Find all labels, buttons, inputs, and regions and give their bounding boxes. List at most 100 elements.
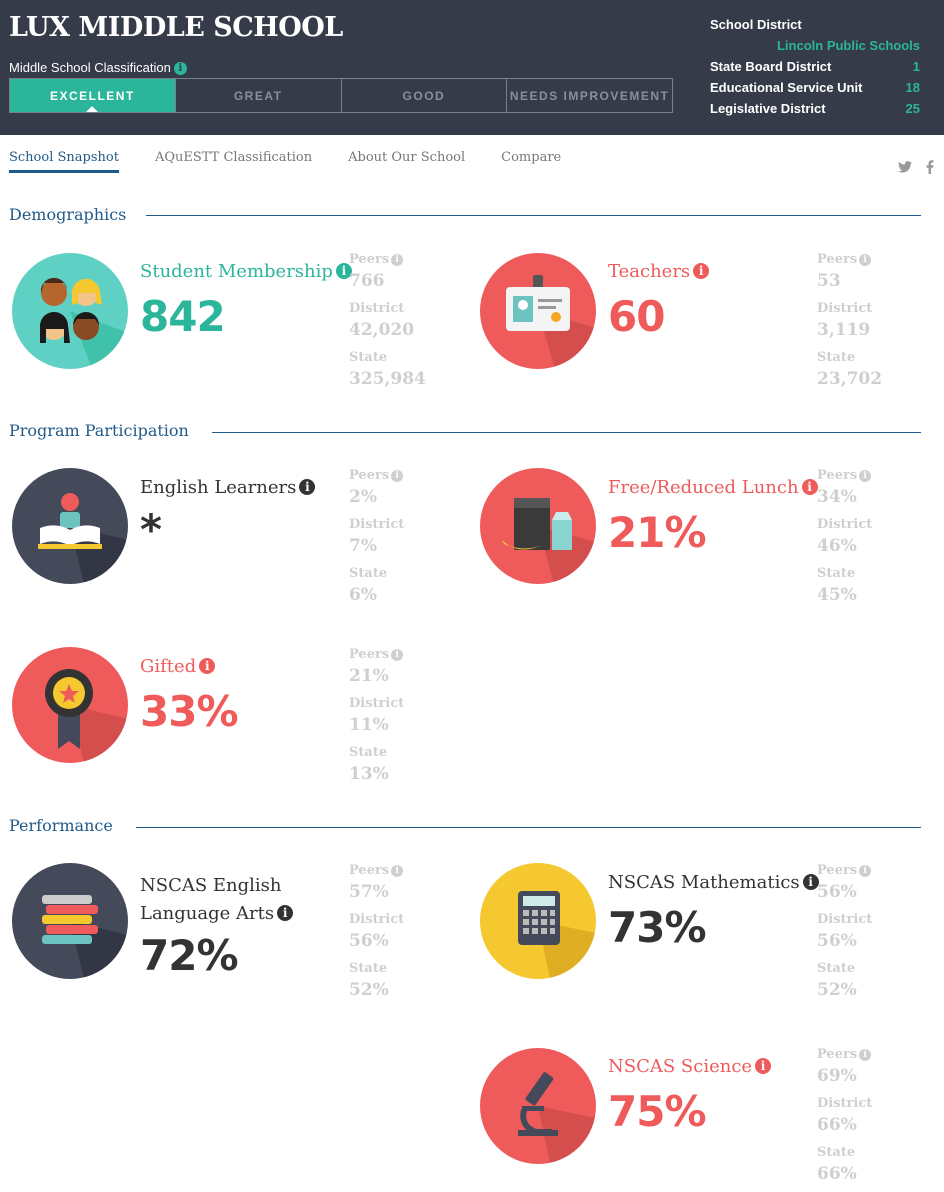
info-icon[interactable]: i: [859, 1049, 872, 1061]
info-icon[interactable]: i: [391, 865, 404, 877]
stat-label-student-membership: Student Membership i: [140, 261, 352, 282]
peers-value: 57%: [349, 882, 389, 902]
school-header: LUX MIDDLE SCHOOL Middle School Classifi…: [0, 0, 944, 135]
stat-value-english-learners: *: [140, 505, 162, 554]
legislative-value: 25: [905, 101, 920, 116]
info-icon[interactable]: i: [173, 62, 187, 75]
lunch-bag-icon: [480, 468, 596, 584]
district-label: District: [817, 517, 873, 532]
stat-value-gifted: 33%: [140, 687, 239, 736]
comparison-student-membership: Peers i 766 District 42,020 State 325,984: [349, 252, 426, 399]
info-icon[interactable]: i: [199, 658, 216, 674]
social-links: [898, 160, 934, 177]
info-icon[interactable]: i: [335, 263, 352, 279]
tab-nav: School Snapshot AQuESTT Classification A…: [9, 150, 561, 173]
state-label: State: [817, 566, 856, 581]
stat-value-free-reduced-lunch: 21%: [608, 508, 707, 557]
stat-label-text: Gifted: [140, 656, 197, 677]
state-label: State: [349, 566, 388, 581]
tab-school-snapshot[interactable]: School Snapshot: [9, 150, 119, 173]
info-icon[interactable]: i: [693, 263, 710, 279]
tab-about-our-school[interactable]: About Our School: [348, 150, 466, 165]
peers-label: Peers: [349, 252, 390, 267]
state-label: State: [817, 961, 856, 976]
rating-excellent: EXCELLENT: [10, 79, 176, 112]
info-icon[interactable]: i: [859, 865, 872, 877]
stat-label-nscas-ela: NSCAS English Language Arts i: [140, 872, 294, 928]
students-icon: [12, 253, 128, 369]
section-divider: [136, 827, 921, 828]
stat-label-text: Student Membership: [140, 261, 333, 282]
info-icon[interactable]: i: [802, 874, 819, 890]
stat-label-english-learners: English Learners i: [140, 477, 316, 498]
comparison-nscas-mathematics: Peers i 56% District 56% State 52%: [817, 863, 872, 1010]
rating-great: GREAT: [176, 79, 342, 112]
school-district-label: School District: [710, 17, 802, 32]
district-value: 56%: [349, 931, 389, 951]
microscope-icon: [480, 1048, 596, 1164]
comparison-english-learners: Peers i 2% District 7% State 6%: [349, 468, 404, 615]
facebook-icon[interactable]: [926, 160, 934, 177]
peers-value: 2%: [349, 487, 377, 507]
info-icon[interactable]: i: [801, 479, 818, 495]
district-value: 7%: [349, 536, 377, 556]
stat-value-nscas-science: 75%: [608, 1087, 707, 1136]
peers-value: 53: [817, 271, 841, 291]
reader-book-icon: [12, 468, 128, 584]
peers-label: Peers: [349, 647, 390, 662]
classification-label: Middle School Classification i: [9, 60, 187, 75]
school-district-link[interactable]: Lincoln Public Schools: [776, 38, 920, 53]
stat-label-gifted: Gifted i: [140, 656, 216, 677]
peers-value: 69%: [817, 1066, 857, 1086]
classification-rating-bar: EXCELLENT GREAT GOOD NEEDS IMPROVEMENT: [9, 78, 673, 113]
info-icon[interactable]: i: [391, 470, 404, 482]
books-stack-icon: [12, 863, 128, 979]
info-icon[interactable]: i: [299, 479, 316, 495]
info-icon[interactable]: i: [391, 649, 404, 661]
stat-label-text: Teachers: [608, 261, 691, 282]
peers-label: Peers: [817, 468, 858, 483]
state-value: 13%: [349, 764, 389, 784]
section-title-program-participation: Program Participation: [9, 421, 189, 440]
state-board-value: 1: [912, 59, 920, 74]
state-value: 23,702: [817, 369, 883, 389]
stat-label-line2: Language Arts: [140, 903, 275, 924]
stat-value-nscas-mathematics: 73%: [608, 903, 707, 952]
legislative-label: Legislative District: [710, 101, 826, 116]
section-divider: [146, 215, 921, 216]
district-label: District: [349, 696, 405, 711]
award-ribbon-icon: [12, 647, 128, 763]
state-value: 66%: [817, 1164, 857, 1184]
comparison-nscas-ela: Peers i 57% District 56% State 52%: [349, 863, 404, 1010]
twitter-icon[interactable]: [898, 160, 912, 177]
tab-aquestt-classification[interactable]: AQuESTT Classification: [154, 150, 313, 165]
district-value: 56%: [817, 931, 857, 951]
info-icon[interactable]: i: [859, 254, 872, 266]
stat-label-text: Free/Reduced Lunch: [608, 477, 799, 498]
rating-good: GOOD: [342, 79, 508, 112]
info-icon[interactable]: i: [755, 1058, 772, 1074]
id-badge-icon: [480, 253, 596, 369]
info-icon[interactable]: i: [277, 905, 294, 921]
tab-compare[interactable]: Compare: [501, 150, 562, 165]
info-icon[interactable]: i: [391, 254, 404, 266]
state-board-label: State Board District: [710, 59, 832, 74]
comparison-free-reduced-lunch: Peers i 34% District 46% State 45%: [817, 468, 872, 615]
state-label: State: [817, 1145, 856, 1160]
stat-label-teachers: Teachers i: [608, 261, 710, 282]
state-value: 52%: [349, 980, 389, 1000]
peers-label: Peers: [349, 468, 390, 483]
stat-label-line1: NSCAS English: [140, 875, 282, 896]
state-value: 6%: [349, 585, 377, 605]
info-icon[interactable]: i: [859, 470, 872, 482]
state-value: 45%: [817, 585, 857, 605]
classification-label-text: Middle School Classification: [9, 60, 171, 75]
state-value: 325,984: [349, 369, 426, 389]
stat-label-text: NSCAS Science: [608, 1056, 753, 1077]
district-label: District: [817, 301, 873, 316]
section-divider: [212, 432, 921, 433]
district-label: District: [817, 1096, 873, 1111]
comparison-gifted: Peers i 21% District 11% State 13%: [349, 647, 404, 794]
district-label: District: [817, 912, 873, 927]
stat-label-nscas-mathematics: NSCAS Mathematics i: [608, 872, 819, 893]
